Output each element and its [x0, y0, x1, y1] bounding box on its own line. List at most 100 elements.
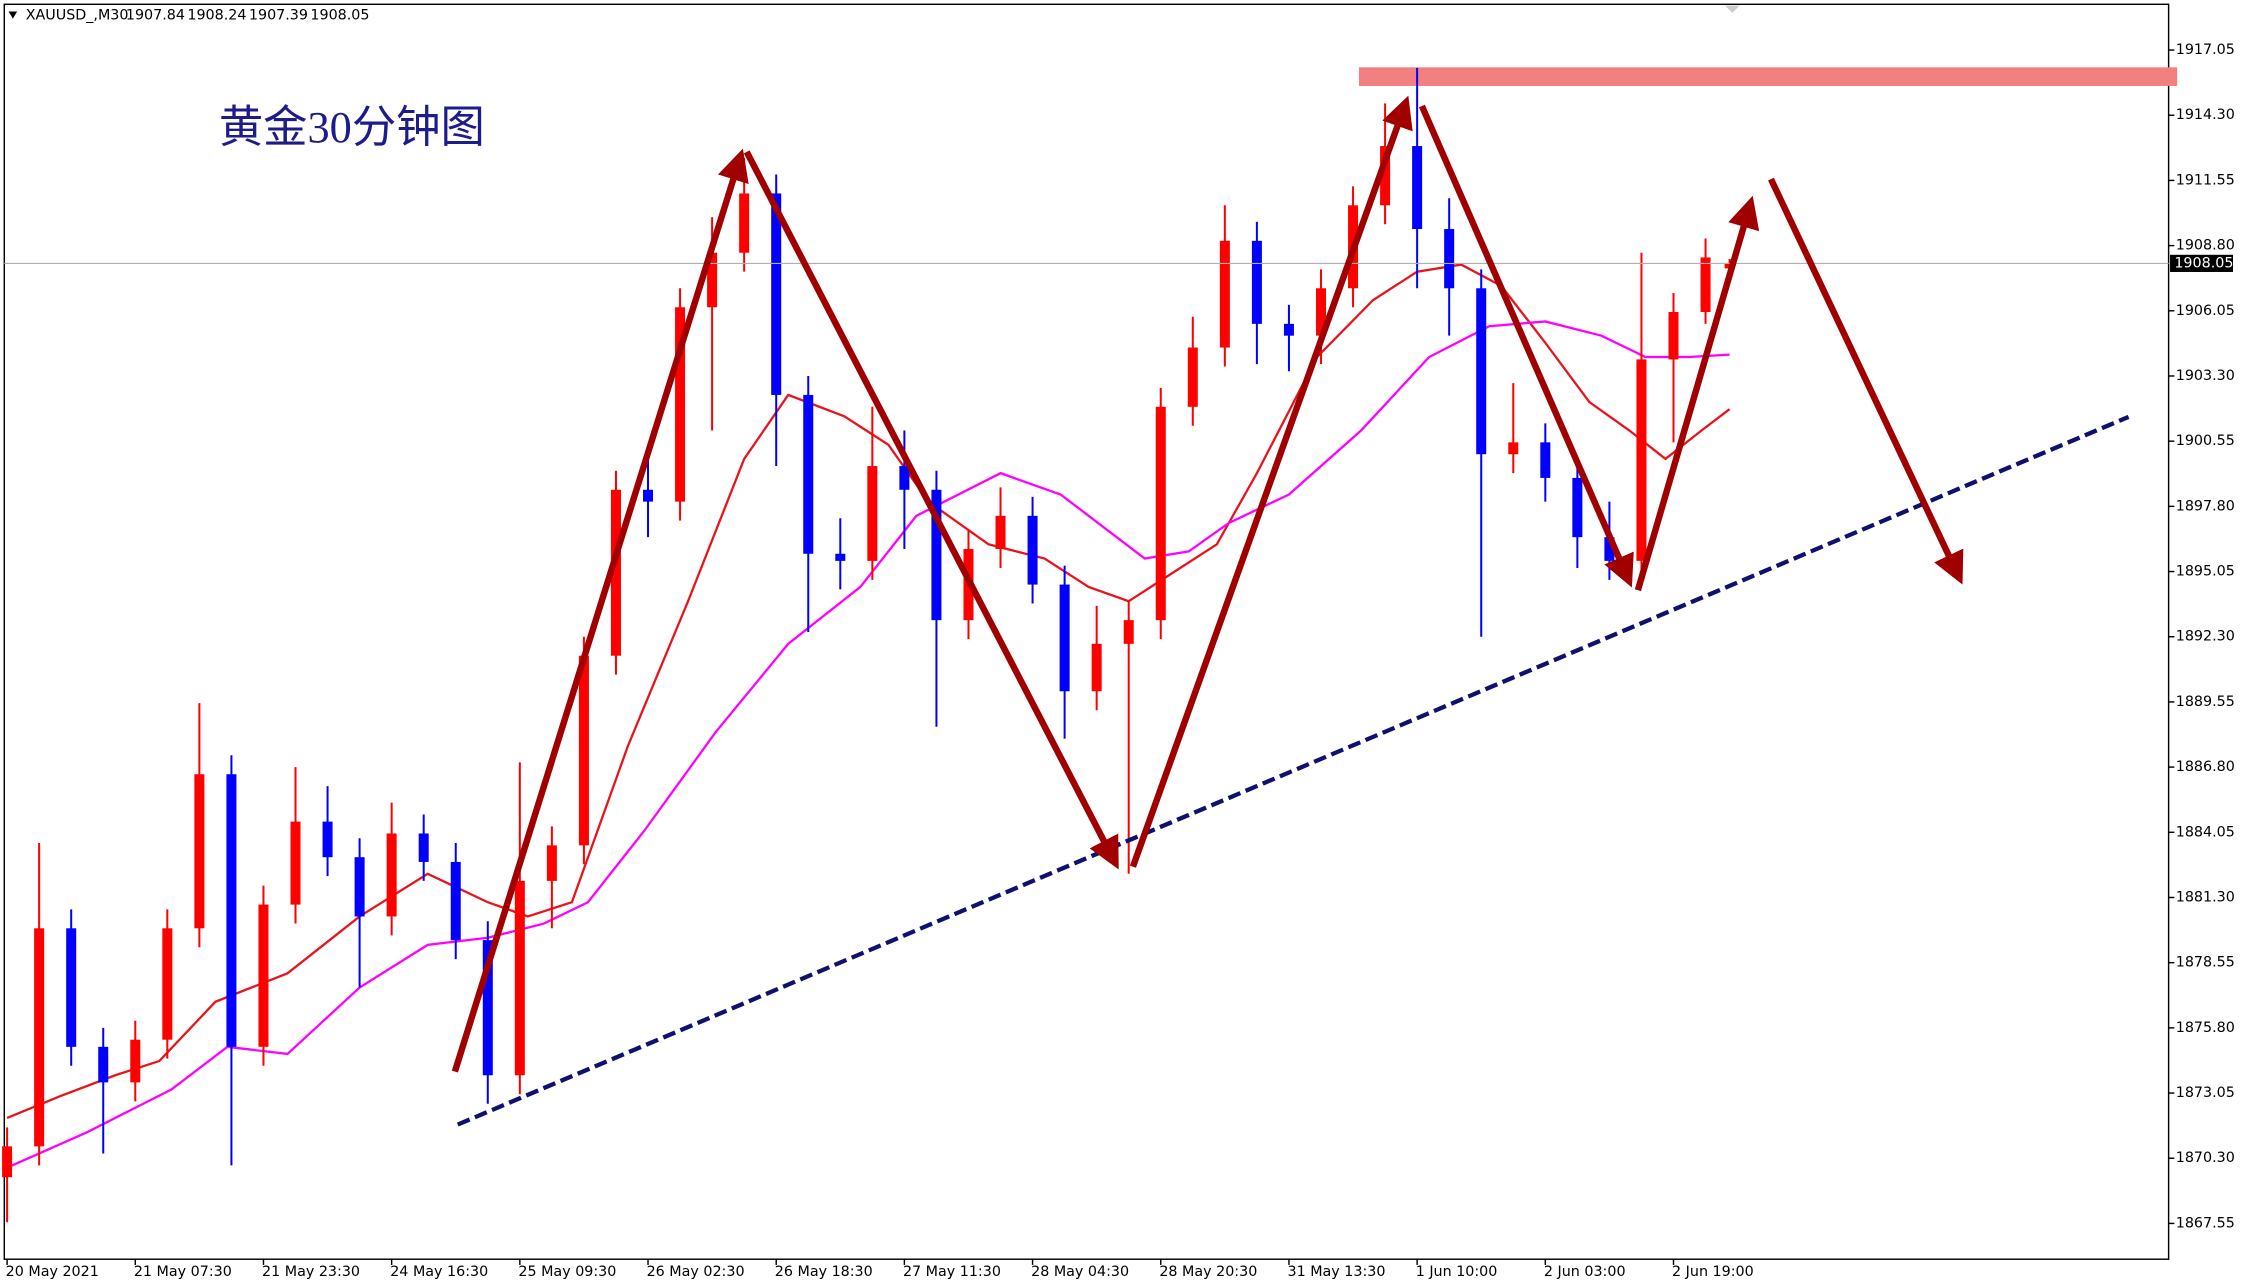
y-tick-label: 1895.05: [2176, 564, 2235, 580]
y-tick-label: 1870.30: [2176, 1150, 2235, 1166]
arrows: [451, 95, 1964, 1073]
candle-body: [130, 1039, 141, 1083]
candle-body: [643, 489, 654, 502]
candle-body: [226, 774, 237, 1047]
candle-body: [1027, 515, 1038, 585]
y-tick-label: 1884.05: [2176, 824, 2235, 840]
header-price: 1907.84: [126, 8, 185, 24]
candle-body: [867, 466, 878, 561]
y-tick-label: 1892.30: [2176, 629, 2235, 645]
y-tick-label: 1900.55: [2176, 433, 2235, 449]
arrow-down: [743, 150, 1119, 870]
current-price-box: [2170, 254, 2233, 272]
x-tick-label: 26 May 02:30: [647, 1264, 745, 1280]
y-tick-label: 1914.30: [2176, 107, 2235, 123]
moving-average: [6, 320, 1730, 1169]
x-tick-label: 21 May 07:30: [134, 1264, 232, 1280]
candle-body: [1187, 347, 1198, 407]
menu-triangle: [8, 11, 18, 19]
y-tick-label: 1886.80: [2176, 759, 2235, 775]
candle-body: [66, 928, 77, 1047]
candle-body: [675, 307, 686, 502]
candle-body: [354, 857, 365, 917]
arrow-down: [1418, 104, 1634, 588]
resistance-zone: [1358, 67, 2178, 86]
x-tick-label: 24 May 16:30: [390, 1264, 488, 1280]
symbol: XAUUSD_,M30: [26, 8, 129, 24]
arrow-up: [451, 148, 749, 1073]
candle-body: [1476, 288, 1487, 455]
x-tick-label: 28 May 20:30: [1159, 1264, 1257, 1280]
candle-body: [1412, 146, 1423, 230]
x-tick-label: 31 May 13:30: [1288, 1264, 1386, 1280]
y-tick-label: 1897.80: [2176, 498, 2235, 514]
y-tick-label: 1875.80: [2176, 1020, 2235, 1036]
candle-body: [34, 928, 45, 1147]
candle-body: [1380, 146, 1391, 206]
marks: [2, 67, 2169, 1223]
trend-line: [456, 414, 2130, 1127]
candle-body: [835, 553, 846, 561]
header-price: 1908.05: [310, 8, 369, 24]
candle-body: [1251, 240, 1262, 324]
y-tick-label: 1878.55: [2176, 955, 2235, 971]
arrow-down: [1768, 177, 1964, 585]
candle-body: [258, 904, 269, 1047]
x-tick-label: 21 May 23:30: [262, 1264, 360, 1280]
candle-body: [578, 655, 589, 846]
candle-body: [739, 193, 750, 253]
x-tick-label: 28 May 04:30: [1031, 1264, 1129, 1280]
header-price: 1908.24: [187, 8, 246, 24]
moving-average: [6, 263, 1731, 1119]
candle-body: [98, 1046, 109, 1083]
candle-body: [322, 821, 333, 858]
y-tick-label: 1906.05: [2176, 303, 2235, 319]
candle-body: [194, 774, 205, 929]
candle-body: [1540, 442, 1551, 478]
x-tick-label: 26 May 18:30: [775, 1264, 873, 1280]
candle-body: [1700, 257, 1711, 312]
candle-body: [1091, 643, 1102, 692]
candle-body: [418, 833, 429, 862]
candle-body: [386, 833, 397, 917]
candle-body: [803, 394, 814, 554]
candle-body: [2, 1146, 13, 1178]
x-tick-label: 27 May 11:30: [903, 1264, 1001, 1280]
arrow-up: [1634, 195, 1760, 592]
candle-body: [1508, 442, 1519, 455]
candle-body: [707, 252, 718, 308]
x-tick-label: 25 May 09:30: [518, 1264, 616, 1280]
y-tick-label: 1917.05: [2176, 42, 2235, 58]
candle-body: [1155, 406, 1166, 621]
y-tick-label: 1867.55: [2176, 1215, 2235, 1231]
candle-body: [610, 489, 621, 656]
candle-body: [771, 193, 782, 395]
y-tick-label: 1908.80: [2176, 238, 2235, 254]
candle-body: [995, 515, 1006, 550]
current-price-label: 1908.05: [2174, 255, 2233, 271]
y-tick-label: 1881.30: [2176, 889, 2235, 905]
candle-body: [1572, 477, 1583, 538]
candle-body: [290, 821, 301, 905]
arrow-up: [1129, 95, 1413, 868]
x-tick-label: 1 Jun 10:00: [1416, 1264, 1498, 1280]
candle-body: [931, 489, 942, 621]
y-tick-label: 1911.55: [2176, 172, 2235, 188]
candle-body: [1059, 584, 1070, 692]
candle-body: [1604, 537, 1615, 561]
candle-body: [899, 466, 910, 490]
scroll-marker: [1725, 5, 1740, 13]
y-tick-label: 1873.05: [2176, 1085, 2235, 1101]
x-tick-label: 2 Jun 03:00: [1544, 1264, 1626, 1280]
candle-body: [1636, 359, 1647, 561]
header-price: 1907.39: [249, 8, 308, 24]
candle-body: [1283, 323, 1294, 336]
candle-body: [514, 880, 525, 1076]
y-tick-label: 1903.30: [2176, 368, 2235, 384]
candle-body: [482, 940, 493, 1076]
candle-body: [1315, 288, 1326, 336]
plot-frame: [3, 3, 2170, 1260]
